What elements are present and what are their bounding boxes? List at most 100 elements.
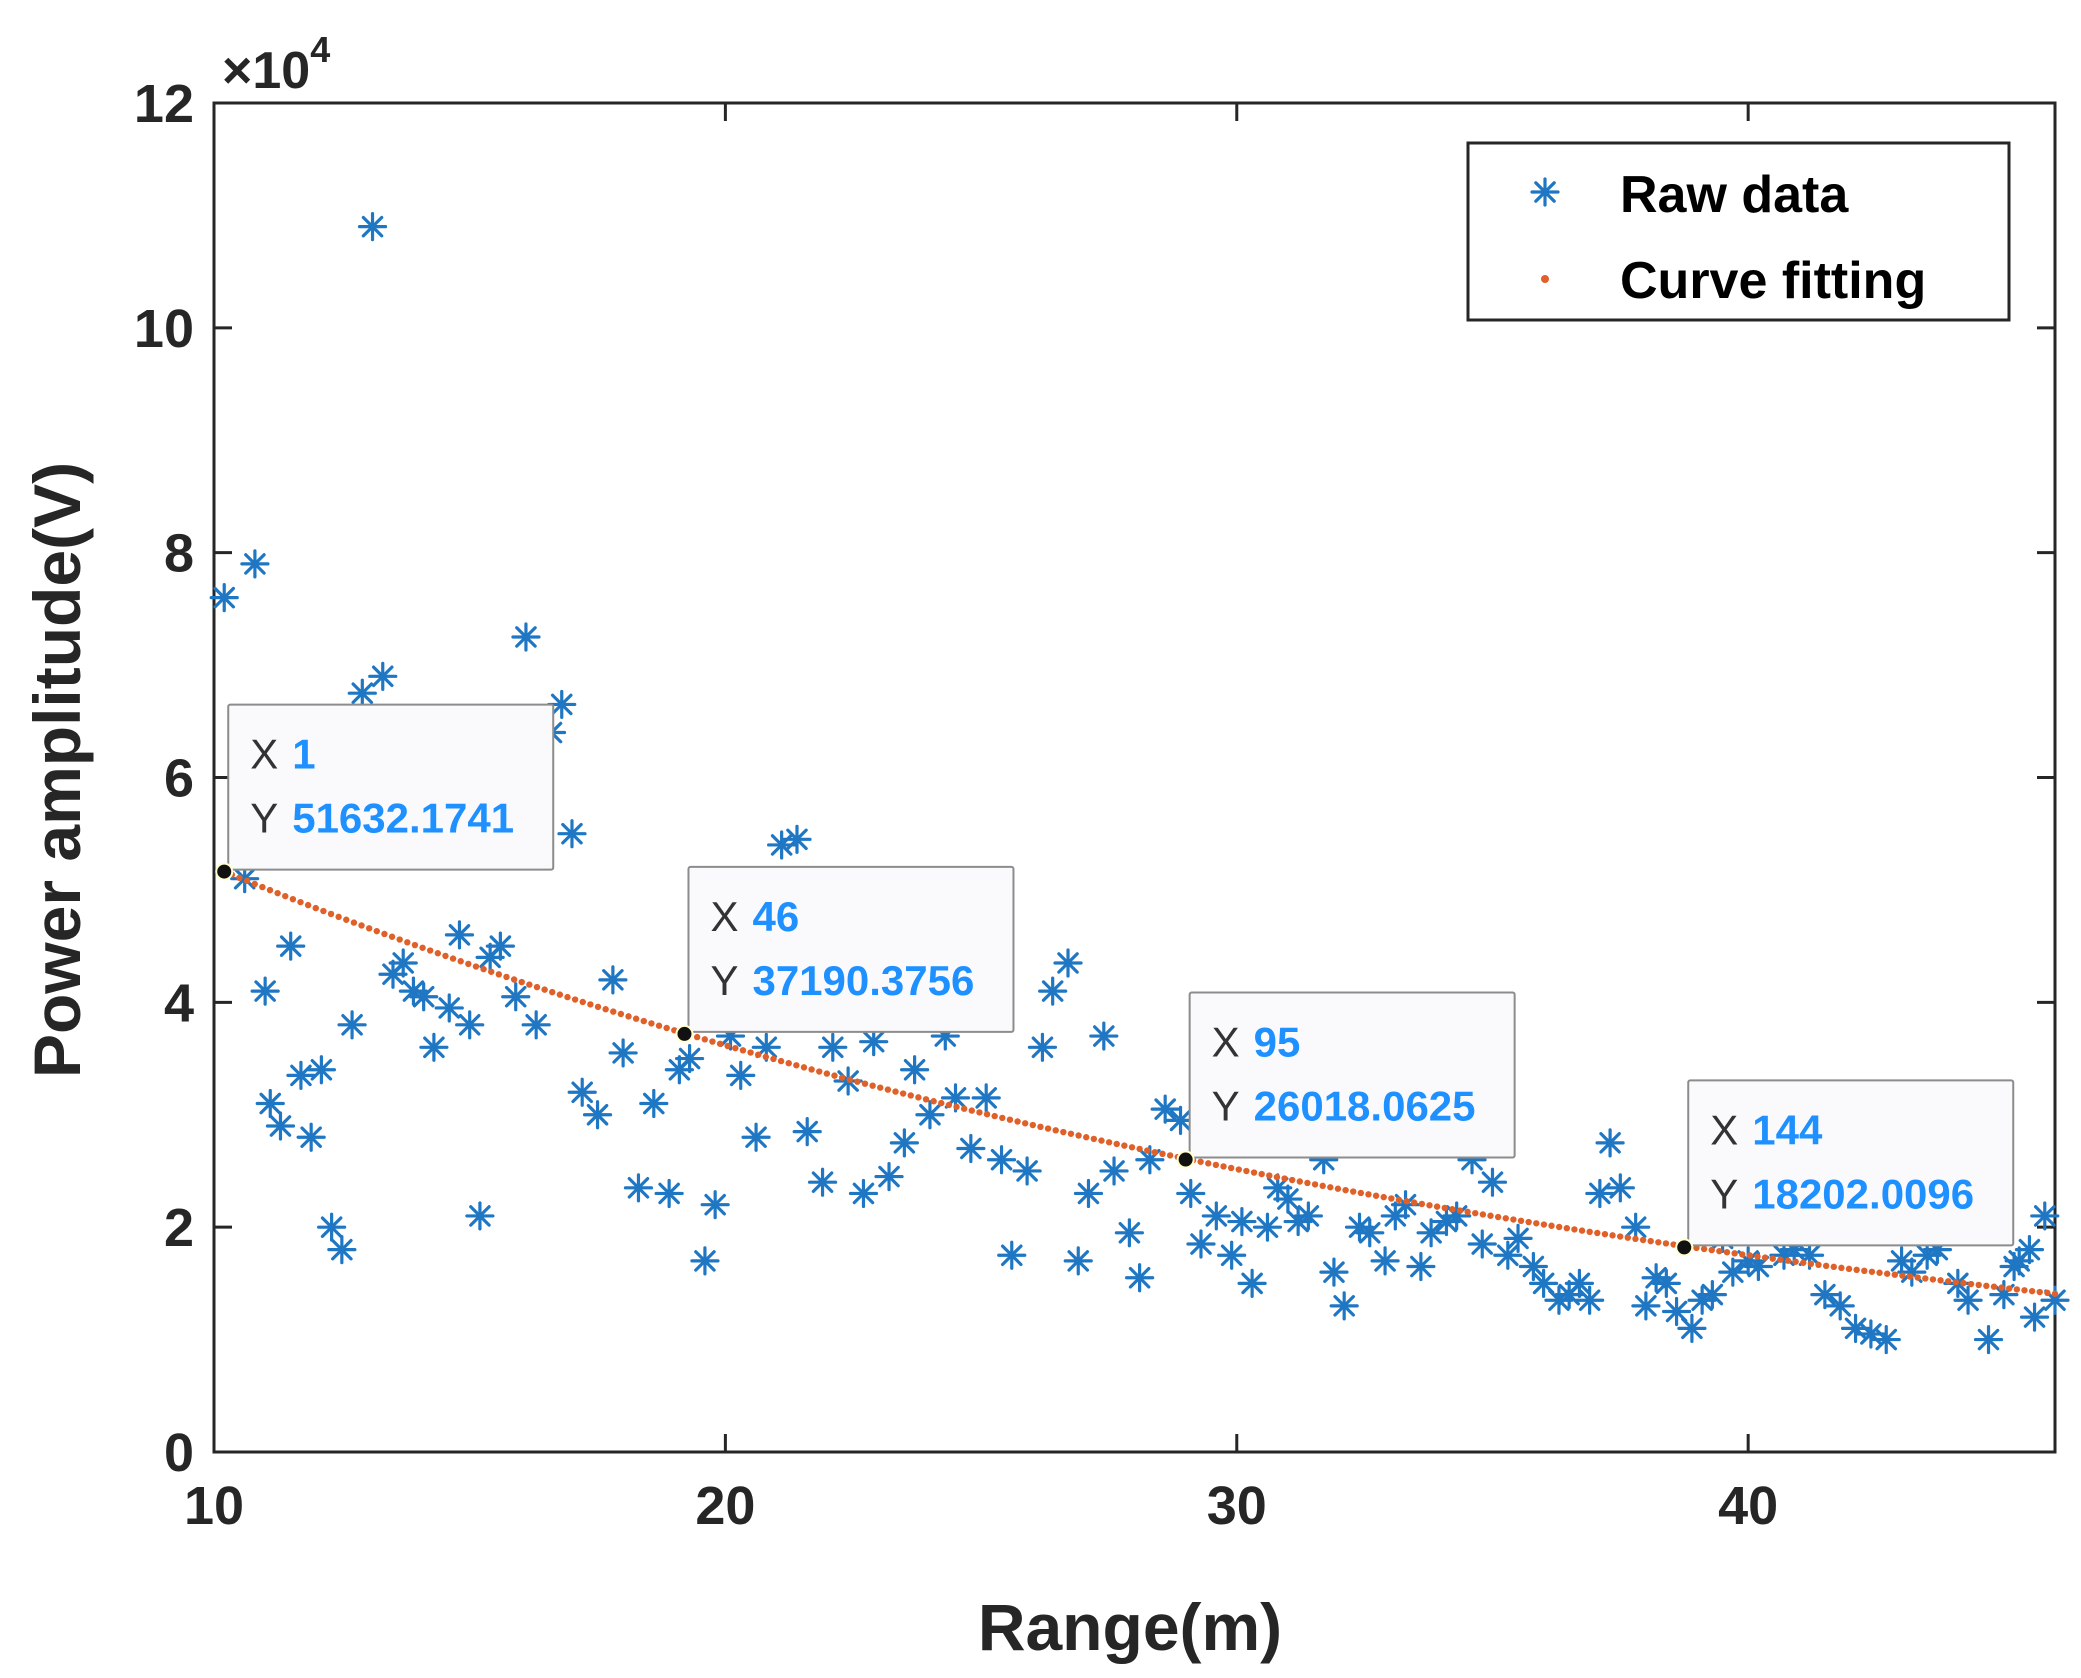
curve-fit-point xyxy=(1235,1166,1242,1173)
curve-fit-point xyxy=(1212,1161,1220,1169)
curve-fit-point xyxy=(1883,1270,1891,1277)
raw-data-point xyxy=(485,931,515,961)
datatip-y-value: 51632.1741 xyxy=(292,795,514,842)
curve-fit-point xyxy=(632,1015,640,1022)
curve-fit-point xyxy=(1456,1207,1464,1214)
datatip-y-value: 37190.3756 xyxy=(752,957,974,1004)
curve-fit-point xyxy=(1136,1145,1143,1153)
raw-data-point xyxy=(1063,1246,1093,1276)
curve-fit-point xyxy=(816,1068,823,1075)
raw-data-point xyxy=(598,965,628,995)
raw-data-point xyxy=(255,1088,285,1119)
curve-fit-point xyxy=(1479,1211,1487,1218)
curve-fit-point xyxy=(1708,1246,1715,1254)
curve-fit-point xyxy=(1914,1274,1921,1281)
curve-fit-point xyxy=(564,993,571,1001)
y-exponent-label: ×104 xyxy=(222,29,330,100)
curve-fit-point xyxy=(1525,1218,1532,1226)
curve-fit-point xyxy=(1021,1120,1029,1127)
curve-fit-point xyxy=(2021,1287,2028,1294)
curve-fit-point xyxy=(1761,1254,1769,1261)
curve-fit-point xyxy=(1327,1184,1334,1191)
curve-fit-point xyxy=(1166,1152,1174,1159)
raw-data-point xyxy=(337,1010,367,1040)
curve-fit-point xyxy=(1052,1127,1059,1134)
raw-data-point xyxy=(1355,1218,1385,1248)
curve-fit-point xyxy=(1586,1228,1593,1236)
curve-fit-point xyxy=(1121,1142,1128,1149)
curve-fit-point xyxy=(457,958,464,965)
curve-fit-point xyxy=(785,1059,792,1067)
curve-fit-point xyxy=(1067,1130,1075,1137)
curve-fit-point xyxy=(251,880,258,888)
curve-fit-point xyxy=(625,1013,632,1020)
curve-fit-point xyxy=(1205,1160,1212,1167)
curve-fit-point xyxy=(1555,1223,1563,1231)
raw-data-point xyxy=(874,1161,904,1192)
datatip-x-label: X xyxy=(250,731,278,778)
raw-data-point xyxy=(1125,1263,1155,1293)
curve-fit-point xyxy=(1655,1239,1662,1246)
curve-fit-point xyxy=(365,925,373,932)
curve-fit-point xyxy=(1838,1264,1845,1272)
raw-data-point xyxy=(296,1122,326,1152)
curve-fit-point xyxy=(831,1072,838,1079)
curve-fit-point xyxy=(1487,1212,1494,1219)
curve-fit-point xyxy=(1083,1134,1090,1141)
raw-data-point xyxy=(1585,1178,1615,1209)
curve-fit-point xyxy=(655,1022,663,1029)
curve-fit-point xyxy=(1983,1282,1990,1290)
curve-fit-point xyxy=(1273,1173,1281,1181)
y-tick-label: 0 xyxy=(164,1423,194,1483)
curve-fit-point xyxy=(1990,1283,1998,1290)
curve-fit-point xyxy=(991,1112,998,1120)
datatip-box xyxy=(1188,991,1516,1159)
raw-data-point xyxy=(2030,1201,2060,1231)
curve-fit-point xyxy=(472,963,480,970)
x-tick-label: 40 xyxy=(1718,1476,1778,1536)
raw-data-point xyxy=(1176,1178,1206,1209)
curve-fit-point xyxy=(1044,1125,1052,1132)
curve-fit-point xyxy=(915,1094,922,1101)
y-tick-label: 2 xyxy=(164,1198,194,1258)
x-axis-title: Range(m) xyxy=(978,1590,1282,1664)
curve-fit-point xyxy=(1639,1236,1647,1244)
curve-fit-point xyxy=(838,1074,846,1081)
curve-fit-point xyxy=(1411,1199,1418,1206)
raw-data-point xyxy=(409,982,439,1012)
raw-data-point xyxy=(1012,1156,1042,1186)
curve-fit-point xyxy=(2036,1288,2043,1296)
curve-fit-point xyxy=(396,936,403,943)
curve-fit-point xyxy=(755,1051,762,1058)
raw-data-point xyxy=(1227,1206,1257,1237)
raw-data-point xyxy=(859,1027,889,1057)
raw-data-point xyxy=(900,1055,930,1085)
raw-data-point xyxy=(347,678,377,708)
curve-fit-point xyxy=(693,1033,701,1041)
curve-fit-point xyxy=(999,1114,1006,1122)
curve-fit-point xyxy=(526,981,533,988)
raw-data-point xyxy=(434,993,464,1023)
curve-fit-point xyxy=(602,1006,609,1013)
curve-fit-point xyxy=(1777,1256,1784,1263)
y-tick-label: 10 xyxy=(134,299,194,359)
curve-fit-point xyxy=(289,895,297,903)
curve-fit-point xyxy=(488,968,495,975)
curve-fit-point xyxy=(1548,1222,1555,1229)
raw-data-point xyxy=(368,661,398,691)
raw-data-point xyxy=(1467,1229,1497,1259)
curve-fit-point xyxy=(480,965,487,973)
curve-fit-point xyxy=(358,922,365,929)
curve-fit-point xyxy=(846,1076,853,1083)
raw-data-point xyxy=(1186,1229,1216,1259)
curve-fit-point xyxy=(1700,1245,1708,1253)
raw-data-point xyxy=(465,1201,495,1231)
raw-data-point xyxy=(807,1167,838,1197)
datatip-x-label: X xyxy=(1710,1106,1738,1153)
curve-fitting-series xyxy=(221,868,2059,1297)
raw-data-point xyxy=(1595,1128,1625,1158)
raw-data-point xyxy=(388,948,418,978)
curve-fit-point xyxy=(495,971,503,978)
raw-data-point xyxy=(1237,1268,1267,1298)
curve-fit-point xyxy=(373,927,380,935)
